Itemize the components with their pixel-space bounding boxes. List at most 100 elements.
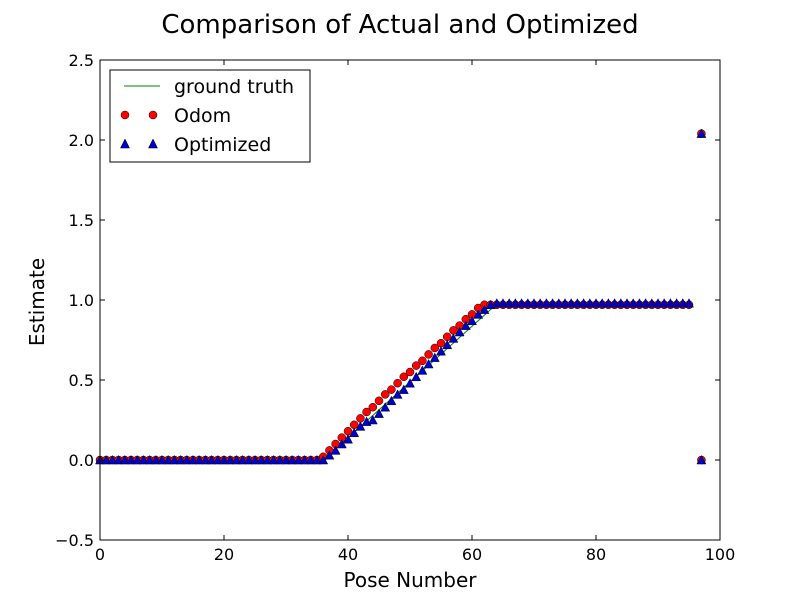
optimized-point [318, 454, 329, 465]
optimized-point [157, 454, 167, 465]
optimized-point [423, 358, 434, 369]
y-axis-label: Estimate [25, 258, 49, 346]
tick-layer: 0 20 40 60 80 100 −0.5 0.0 0.5 1.0 1.5 2.0 2.5 [55, 51, 735, 564]
optimized-point [460, 320, 471, 330]
odom-point [424, 350, 433, 359]
optimized-point [225, 454, 236, 465]
x-tick-label: 100 [705, 545, 736, 564]
optimized-point [324, 450, 335, 460]
optimized-point [392, 389, 403, 399]
legend-optimized-marker-2 [148, 138, 158, 149]
legend-box [109, 69, 311, 163]
odom-point [380, 390, 390, 399]
optimized-point [659, 298, 670, 308]
optimized-point [336, 438, 347, 449]
optimized-point [330, 445, 341, 455]
optimized-point [126, 454, 136, 465]
optimized-point [609, 298, 620, 308]
optimized-point [355, 421, 366, 431]
optimized-point [429, 352, 440, 362]
optimized-point [597, 298, 608, 308]
x-tick-label: 40 [338, 545, 358, 564]
optimized-point [150, 454, 161, 465]
odom-point [343, 426, 353, 436]
optimized-point [305, 454, 316, 465]
optimized-point [163, 454, 174, 465]
optimized-point [169, 454, 180, 465]
optimized-point [442, 339, 453, 350]
odom-point [349, 420, 359, 430]
optimized-point [206, 454, 217, 465]
legend-label-odom: Odom [174, 105, 231, 127]
optimized-point [256, 454, 267, 465]
optimized-point [572, 298, 583, 308]
odom-point [362, 407, 371, 417]
optimized-point [696, 454, 707, 465]
optimized-point [212, 454, 223, 465]
optimized-point [665, 298, 676, 308]
optimized-point [188, 454, 198, 465]
y-tick-label: −0.5 [55, 531, 94, 550]
optimized-point [250, 454, 260, 465]
optimized-point [653, 298, 663, 308]
optimized-point [504, 298, 515, 308]
optimized-point [287, 454, 298, 465]
odom-point [436, 338, 446, 348]
optimized-point [522, 298, 533, 308]
legend-label-ground-truth: ground truth [174, 76, 294, 98]
optimized-point [566, 298, 577, 308]
optimized-point [405, 378, 415, 388]
odom-point [387, 385, 396, 394]
odom-point [442, 332, 452, 342]
optimized-point [274, 454, 285, 465]
optimized-point [498, 298, 508, 308]
optimized-point [299, 454, 310, 465]
legend: ground truth Odom Optimized [109, 69, 311, 163]
optimized-point [671, 298, 682, 308]
optimized-point [584, 298, 595, 308]
optimized-point [113, 454, 124, 465]
legend-odom-marker-2 [148, 110, 158, 120]
optimized-point [386, 395, 397, 406]
odom-point [393, 378, 402, 388]
optimized-point [119, 454, 130, 465]
optimized-point [628, 298, 639, 308]
optimized-point [541, 298, 552, 308]
optimized-point [591, 298, 601, 308]
odom-point [411, 361, 421, 370]
optimized-point [349, 427, 360, 438]
chart-title: Comparison of Actual and Optimized [161, 10, 638, 40]
optimized-point [243, 454, 254, 465]
optimized-point [448, 333, 459, 343]
optimized-point [194, 454, 205, 465]
optimized-point [560, 298, 570, 308]
optimized-point [473, 309, 484, 319]
odom-point [430, 343, 440, 353]
legend-label-optimized: Optimized [174, 134, 271, 156]
data-layer [95, 128, 707, 465]
x-tick-label: 20 [214, 545, 234, 564]
odom-point [399, 372, 409, 382]
optimized-point [603, 298, 614, 308]
odom-point [356, 414, 365, 423]
optimized-point [436, 346, 446, 356]
optimized-point [200, 454, 211, 465]
optimized-point [634, 298, 645, 308]
optimized-point [640, 298, 651, 308]
optimized-point [138, 454, 149, 465]
optimized-point [516, 298, 527, 308]
optimized-point [677, 298, 688, 308]
optimized-point [615, 298, 626, 308]
odom-point [418, 356, 427, 366]
odom-point [374, 396, 384, 406]
x-tick-label: 60 [462, 545, 482, 564]
optimized-point [529, 298, 539, 308]
optimized-point [312, 454, 322, 465]
y-tick-label: 0.0 [69, 451, 94, 470]
optimized-point [219, 454, 229, 465]
y-tick-label: 2.0 [69, 131, 94, 150]
odom-point [405, 367, 415, 377]
optimized-point [181, 454, 192, 465]
odom-point [368, 402, 378, 412]
